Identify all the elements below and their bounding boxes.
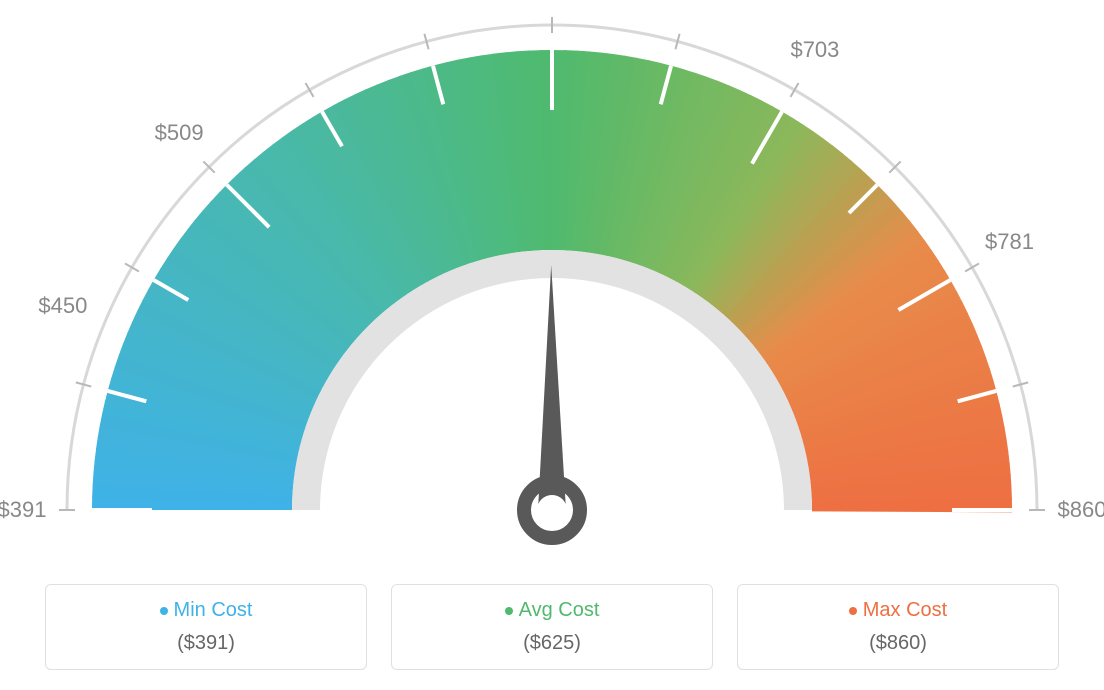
legend-card-min: Min Cost ($391) bbox=[45, 584, 367, 670]
tick-label: $509 bbox=[155, 120, 204, 146]
legend-dot-avg bbox=[505, 607, 513, 615]
gauge-svg bbox=[0, 0, 1104, 560]
legend-value-avg: ($625) bbox=[402, 632, 702, 655]
tick-label: $781 bbox=[985, 229, 1034, 255]
legend-title-avg-text: Avg Cost bbox=[519, 599, 600, 621]
legend-title-min: Min Cost bbox=[56, 599, 356, 622]
tick-label: $703 bbox=[790, 37, 839, 63]
tick-label: $391 bbox=[0, 497, 46, 523]
legend-title-avg: Avg Cost bbox=[402, 599, 702, 622]
legend-title-max-text: Max Cost bbox=[863, 599, 947, 621]
legend-row: Min Cost ($391) Avg Cost ($625) Max Cost… bbox=[0, 584, 1104, 670]
gauge-area: $391$450$509$625$703$781$860 bbox=[0, 0, 1104, 560]
legend-card-avg: Avg Cost ($625) bbox=[391, 584, 713, 670]
gauge-needle bbox=[538, 265, 566, 510]
legend-value-max: ($860) bbox=[748, 632, 1048, 655]
legend-card-max: Max Cost ($860) bbox=[737, 584, 1059, 670]
tick-label: $450 bbox=[38, 293, 87, 319]
legend-value-min: ($391) bbox=[56, 632, 356, 655]
needle-hub-hole bbox=[537, 495, 567, 525]
legend-title-max: Max Cost bbox=[748, 599, 1048, 622]
legend-dot-min bbox=[160, 607, 168, 615]
legend-dot-max bbox=[849, 607, 857, 615]
cost-gauge-chart: $391$450$509$625$703$781$860 Min Cost ($… bbox=[0, 0, 1104, 690]
legend-title-min-text: Min Cost bbox=[174, 599, 253, 621]
tick-label: $860 bbox=[1058, 497, 1104, 523]
